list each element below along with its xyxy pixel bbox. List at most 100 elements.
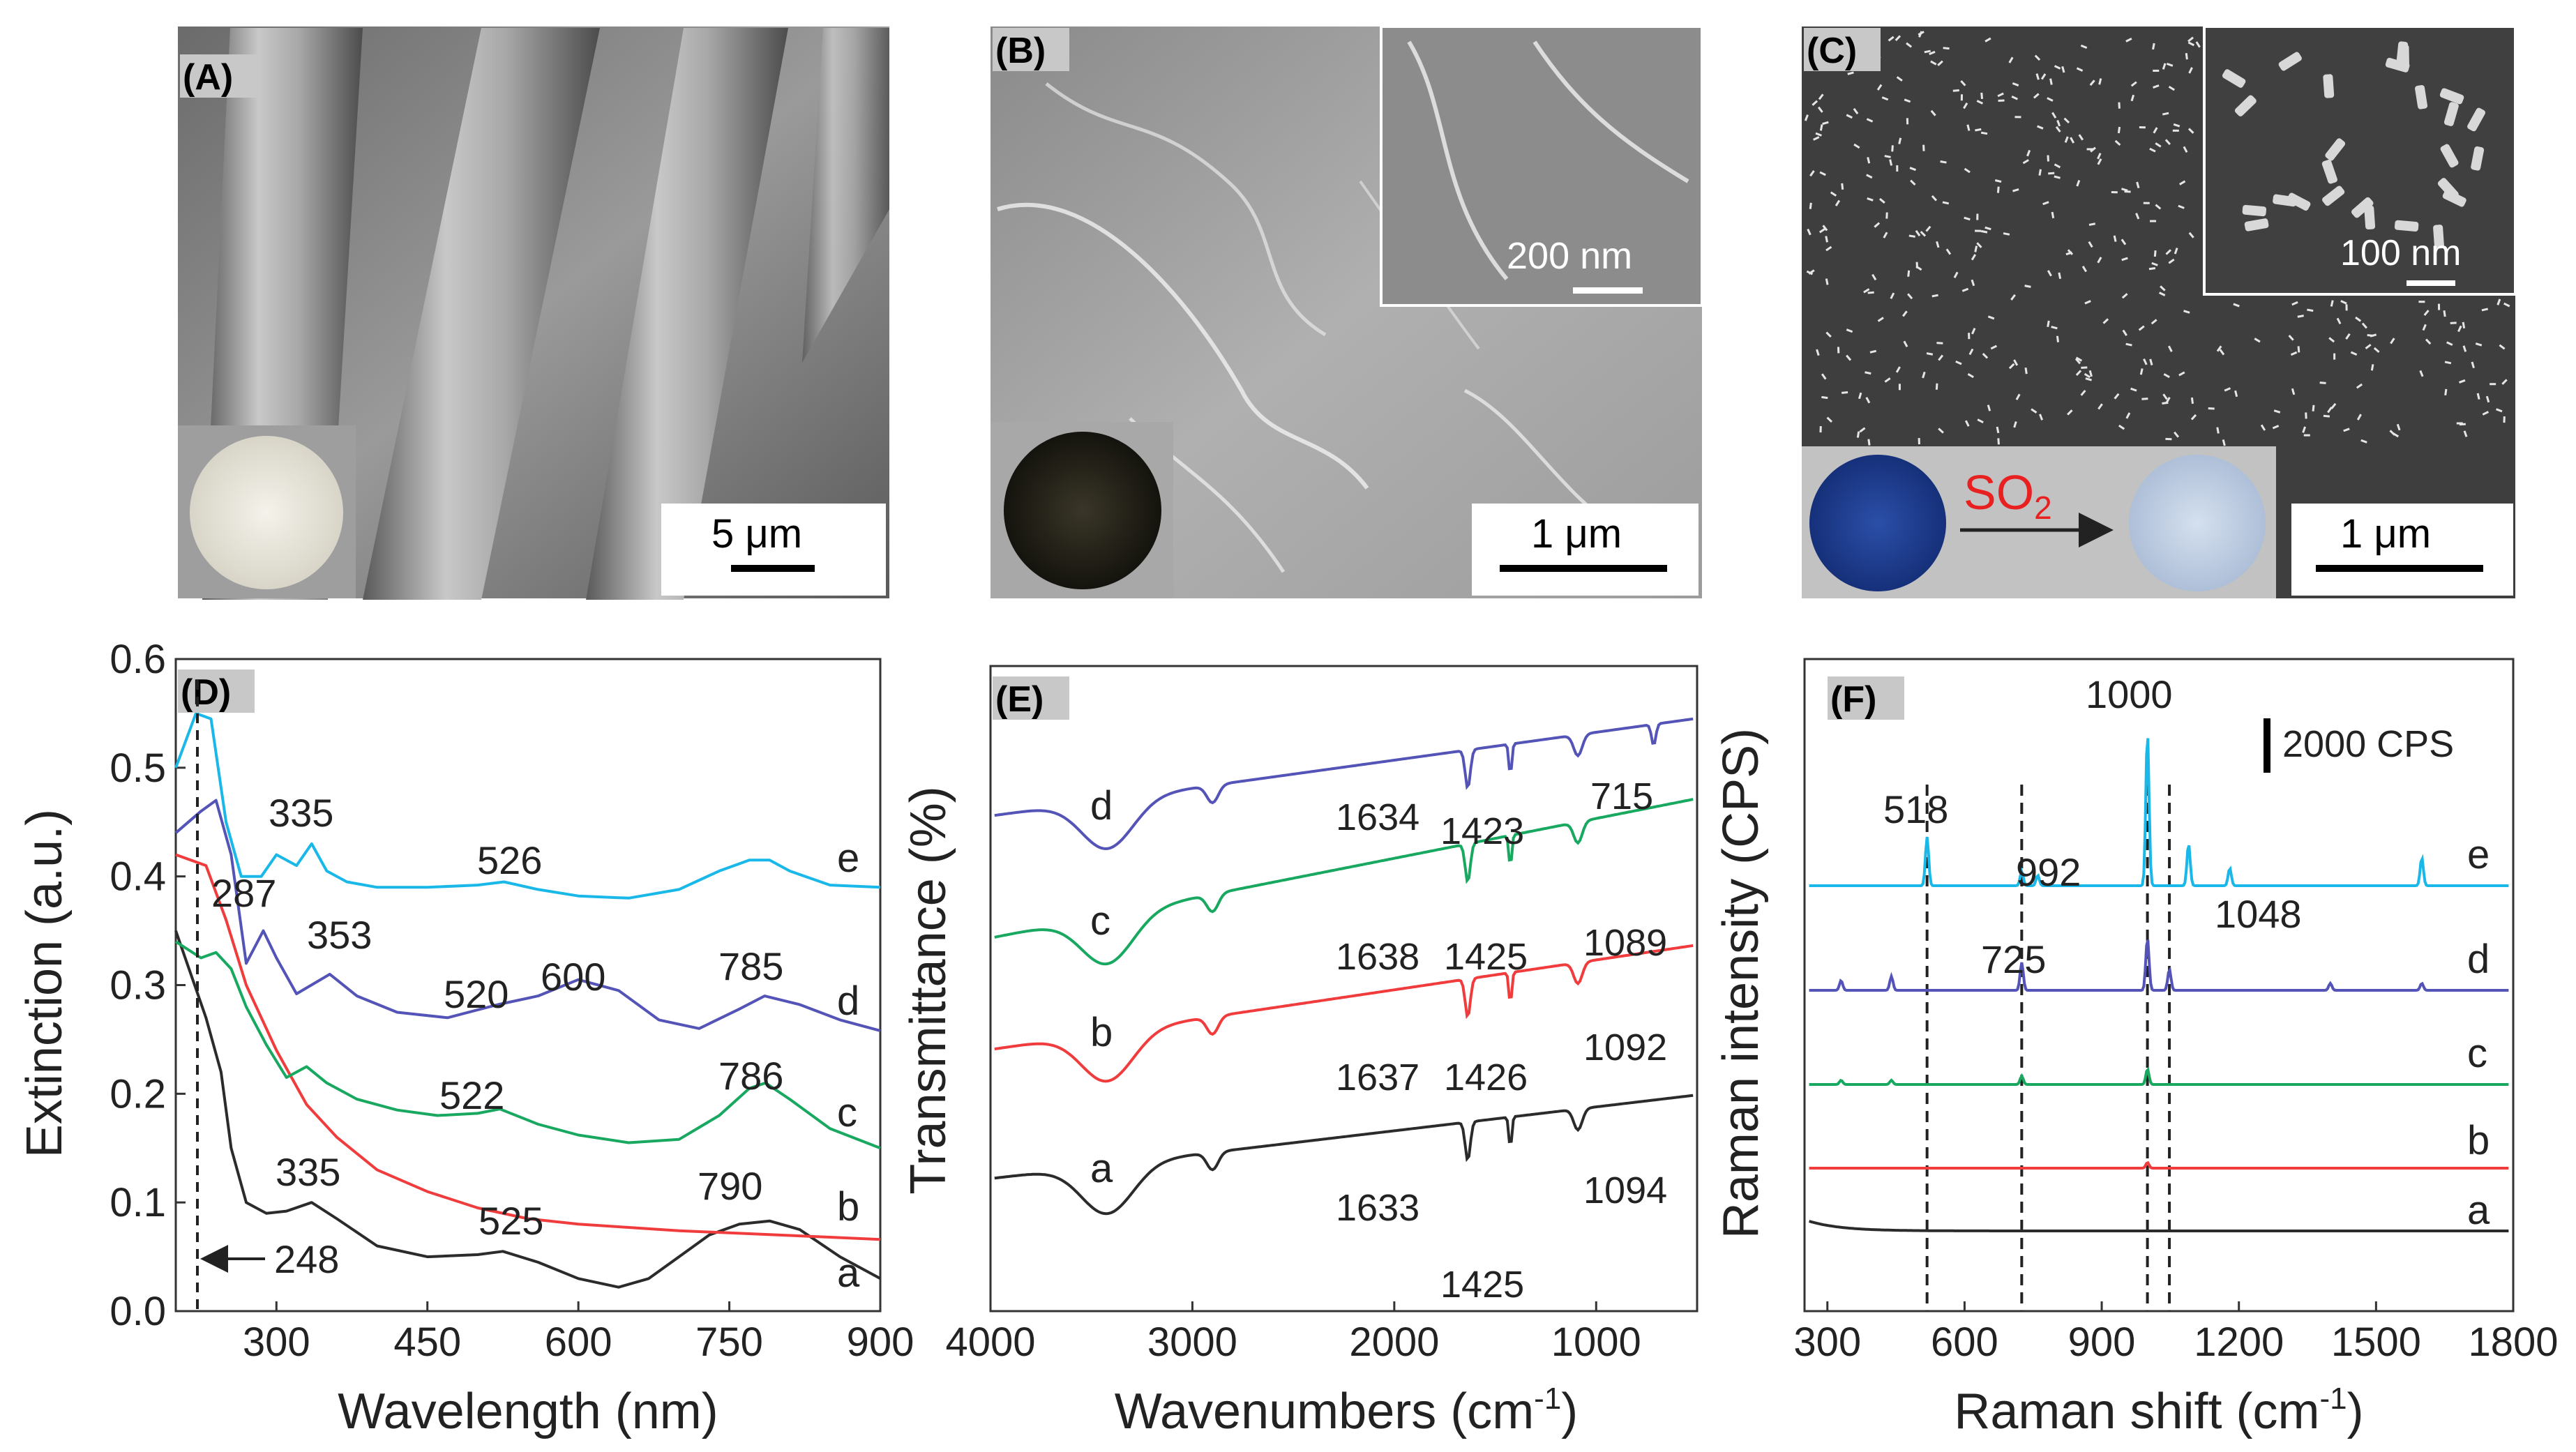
curve-label-a: a [1090,1146,1113,1191]
nanorod [1931,195,1938,202]
x-tick-label: 4000 [945,1319,1035,1365]
nanorod [2024,285,2031,288]
nanorod [1974,245,1978,252]
nanorod [2278,52,2302,71]
nanorod [1971,328,1976,335]
x-axis-label-e: Wavenumbers (cm-1) [1115,1382,1579,1439]
nanorod [1837,347,1840,354]
curves-f [1808,738,2509,1232]
nanorod [1858,392,1862,400]
series-line-c [1809,1066,2509,1086]
nanorod [2496,408,2503,413]
nanorod [2185,53,2188,60]
nanorod [1955,360,1962,365]
nanorod [2325,138,2346,161]
nanorod [1867,197,1874,202]
peak-label: 526 [477,838,542,882]
nanorod [2187,41,2195,47]
nanorod [1929,50,1936,56]
x-tick-label: 600 [1931,1319,1998,1365]
x-tick-label: 3000 [1147,1319,1237,1365]
nanorod [1937,60,1943,66]
nanorod [2086,148,2093,151]
nanorod [1804,114,1809,121]
nanorod [1830,191,1837,197]
nanorod [1976,213,1979,220]
nanorod [2040,73,2047,80]
nanorod [2150,220,2157,222]
nanorod [1909,167,1917,172]
nanorod [2219,349,2225,356]
nanorod [2178,371,2185,377]
ticks-f: 300 600 900 1200 1500 1800 [1793,785,2559,1365]
nanorod [2008,363,2015,370]
nanorod [1943,47,1950,50]
nanorod [1898,384,1901,391]
series-line-e [174,711,881,900]
nanorod [1935,383,1938,390]
nanorod [1968,333,1971,340]
nanorod [2056,335,2060,342]
nanorod [2081,366,2088,369]
ticks-d: 0.0 0.1 0.2 0.3 0.4 0.5 0.6 300 450 600 750 900 [110,637,914,1365]
nanorod [2273,409,2281,414]
nanorod [1818,227,1826,234]
nanorod [1809,170,1815,177]
nanorod [1889,159,1893,166]
series-line-a [1808,1220,2509,1232]
nanorod [2183,310,2190,314]
nanorod [2122,329,2127,336]
panel-c: 100 nm (C) SO2 1 μm [1802,25,2517,598]
nanorod [2118,102,2121,109]
series-line-d [994,717,1694,851]
nanorod [2118,424,2125,430]
nanorod [1942,201,1950,205]
nanorod [1867,291,1874,294]
peak-label: 600 [541,955,605,999]
nanorod [2471,361,2475,369]
peak-label: 790 [698,1164,762,1208]
peak-label: 785 [718,944,783,988]
panel-a: (A) 5 μm [178,27,889,600]
series-line-c [994,798,1694,966]
nanorod [2168,258,2175,264]
peak-label: 1425 [1444,936,1528,978]
nanorod [2457,325,2462,333]
nanorod [1895,366,1901,373]
peak-label: 353 [307,913,372,957]
peak-label: 1423 [1440,810,1524,852]
nanorod [2471,146,2485,171]
nanorod [2047,97,2054,102]
nanorod [1960,80,1966,86]
nanorod [2323,74,2335,98]
nanorod [2456,422,2463,425]
nanorod [2190,397,2194,404]
nanorod [2136,181,2140,189]
nanorod [1853,107,1859,114]
x-tick-label: 1500 [2331,1319,2421,1365]
nanorod-dots [1804,31,2510,446]
nanorod [2160,285,2166,292]
nanorod [1841,183,1844,190]
nanorod [1910,179,1916,186]
nanorod [1881,96,1889,101]
nanorod [2333,353,2336,360]
nanorod [2321,159,2337,184]
nanorod [1984,226,1991,231]
fiber-4 [802,28,889,363]
nanorod [1846,354,1852,361]
nanorod [2302,426,2307,433]
nanorod [1825,278,1829,285]
nanorod [2034,54,2041,61]
peak-label: 525 [479,1199,543,1243]
scalebar-box-b [1472,504,1698,596]
nanorod [1812,100,1818,106]
nanorod [2442,189,2466,207]
nanorod [2499,344,2506,350]
peak-label: 518 [1883,787,1948,831]
nanorod [2365,344,2372,349]
panel-a-label-bg [180,54,257,98]
nanorod [2008,56,2014,63]
nanorod [2288,334,2294,341]
peak-labels-e: 1634 1423 715 1638 1425 1089 1637 1426 1… [1336,776,1667,1306]
